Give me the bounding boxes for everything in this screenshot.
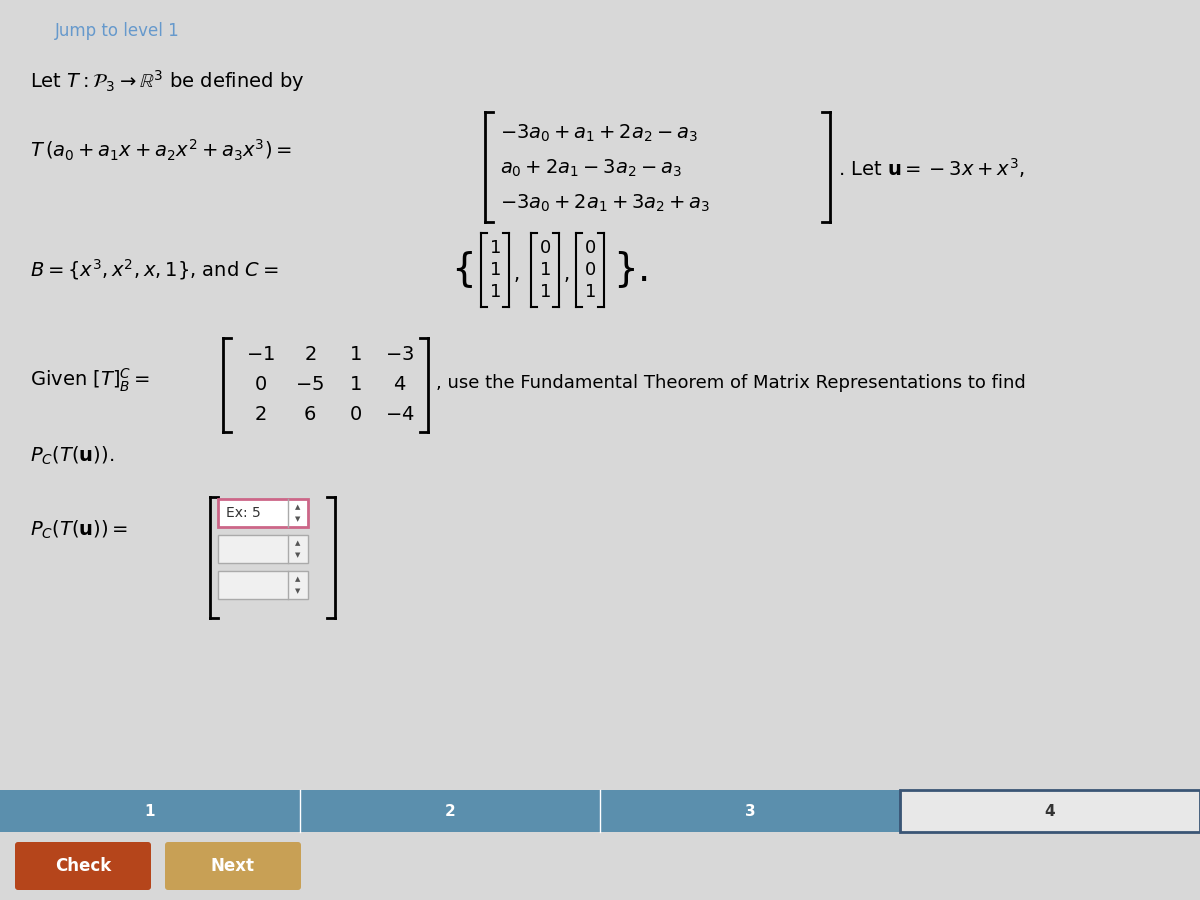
Text: Jump to level 1: Jump to level 1: [55, 22, 180, 40]
Text: $0$: $0$: [348, 406, 361, 425]
Text: $1$: $1$: [539, 283, 551, 301]
Text: $0$: $0$: [253, 375, 266, 394]
Text: , use the Fundamental Theorem of Matrix Representations to find: , use the Fundamental Theorem of Matrix …: [436, 374, 1026, 392]
Text: ,: ,: [564, 266, 570, 284]
Text: $P_C(T(\mathbf{u})) = $: $P_C(T(\mathbf{u})) = $: [30, 518, 128, 541]
Text: $2$: $2$: [254, 406, 266, 425]
FancyBboxPatch shape: [14, 842, 151, 890]
Text: $6$: $6$: [304, 406, 317, 425]
Text: ▼: ▼: [295, 553, 301, 558]
FancyBboxPatch shape: [166, 842, 301, 890]
Text: $4$: $4$: [394, 375, 407, 394]
Text: Given $[T]^C_B = $: Given $[T]^C_B = $: [30, 366, 150, 393]
Text: 3: 3: [745, 804, 755, 818]
Text: $1$: $1$: [349, 375, 361, 394]
Text: Check: Check: [55, 857, 112, 875]
Text: $2$: $2$: [304, 346, 316, 365]
Text: $-3a_0 + a_1 + 2a_2 - a_3$: $-3a_0 + a_1 + 2a_2 - a_3$: [500, 122, 698, 144]
Text: $P_C(T(\mathbf{u}))$.: $P_C(T(\mathbf{u}))$.: [30, 445, 114, 467]
Bar: [0, 790, 900, 832]
Text: ▲: ▲: [295, 540, 301, 545]
Text: $1$: $1$: [584, 283, 596, 301]
Text: $T\,(a_0 + a_1 x + a_2 x^2 + a_3 x^3) = $: $T\,(a_0 + a_1 x + a_2 x^2 + a_3 x^3) = …: [30, 138, 292, 163]
FancyBboxPatch shape: [218, 571, 308, 599]
Text: Let $T : \mathcal{P}_3 \rightarrow \mathbb{R}^3$ be defined by: Let $T : \mathcal{P}_3 \rightarrow \math…: [30, 68, 305, 94]
Text: $-4$: $-4$: [385, 406, 415, 425]
Text: 4: 4: [1045, 804, 1055, 818]
Text: 2: 2: [445, 804, 455, 818]
Text: $a_0 + 2a_1 - 3a_2 - a_3$: $a_0 + 2a_1 - 3a_2 - a_3$: [500, 158, 682, 178]
FancyBboxPatch shape: [218, 499, 308, 527]
Text: $1$: $1$: [490, 283, 500, 301]
Text: 1: 1: [145, 804, 155, 818]
Text: $B = \{x^3, x^2, x, 1\}$, and $C = $: $B = \{x^3, x^2, x, 1\}$, and $C = $: [30, 257, 278, 283]
Text: . Let $\mathbf{u} = -3x + x^3$,: . Let $\mathbf{u} = -3x + x^3$,: [838, 156, 1025, 180]
Text: Ex: 5: Ex: 5: [226, 506, 260, 520]
Text: $-1$: $-1$: [246, 346, 275, 365]
Text: $0$: $0$: [539, 239, 551, 257]
Text: ▲: ▲: [295, 504, 301, 509]
Text: ▼: ▼: [295, 517, 301, 522]
Text: $\}.$: $\}.$: [613, 249, 648, 291]
Text: ,: ,: [514, 266, 520, 284]
FancyBboxPatch shape: [218, 535, 308, 563]
Text: $-3$: $-3$: [385, 346, 414, 365]
Text: $-5$: $-5$: [295, 375, 324, 394]
Text: $\{$: $\{$: [451, 249, 473, 291]
Text: ▲: ▲: [295, 576, 301, 581]
Text: $1$: $1$: [349, 346, 361, 365]
Text: $0$: $0$: [584, 261, 596, 279]
Text: Next: Next: [211, 857, 256, 875]
Text: $1$: $1$: [539, 261, 551, 279]
Text: $1$: $1$: [490, 261, 500, 279]
Text: $-3a_0 + 2a_1 + 3a_2 + a_3$: $-3a_0 + 2a_1 + 3a_2 + a_3$: [500, 193, 710, 213]
Bar: [900, 790, 1200, 832]
Text: $1$: $1$: [490, 239, 500, 257]
Text: $0$: $0$: [584, 239, 596, 257]
Text: ▼: ▼: [295, 589, 301, 594]
